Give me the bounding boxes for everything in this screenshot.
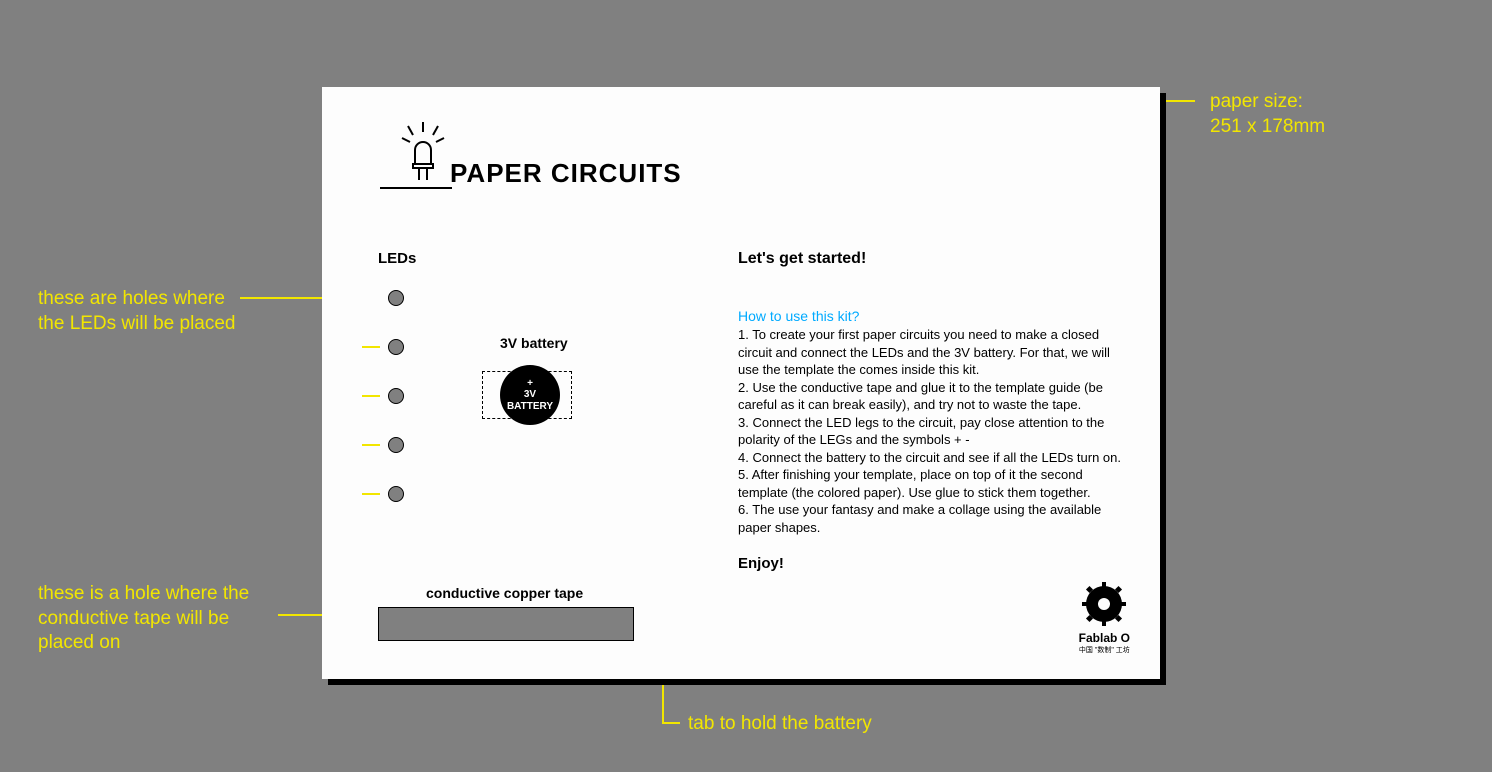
battery-3v: 3V (500, 389, 560, 401)
annotation-tape: these is a hole where the conductive tap… (38, 582, 278, 656)
callout-line-battery-h (662, 722, 680, 724)
annotation-tape-text: these is a hole where the conductive tap… (38, 583, 249, 653)
led-hole (388, 388, 404, 404)
instructions-column: Let's get started! How to use this kit? … (738, 250, 1128, 572)
battery-word: BATTERY (500, 401, 560, 413)
battery-label: 3V battery (500, 335, 568, 351)
led-tick (362, 444, 380, 446)
battery-circle: + 3V BATTERY (500, 365, 560, 425)
step-4: 4. Connect the battery to the circuit an… (738, 449, 1128, 467)
led-tick (362, 346, 380, 348)
annotation-leds: these are holes where the LEDs will be p… (38, 287, 238, 336)
led-hole (388, 339, 404, 355)
gear-icon (1082, 582, 1126, 626)
annotation-paper-size-line2: 251 x 178mm (1210, 115, 1410, 140)
annotation-paper-size: paper size: 251 x 178mm (1210, 90, 1410, 139)
instructions-heading: Let's get started! (738, 250, 1128, 268)
step-5: 5. After finishing your template, place … (738, 466, 1128, 501)
led-tick (362, 493, 380, 495)
led-hole (388, 290, 404, 306)
logo-name: Fablab O (1079, 631, 1130, 645)
led-tick (362, 395, 380, 397)
paper-card: PAPER CIRCUITS LEDs 3V battery + 3V BATT… (322, 87, 1160, 679)
step-3: 3. Connect the LED legs to the circuit, … (738, 414, 1128, 449)
led-icon (400, 122, 446, 180)
tape-slot (378, 607, 634, 641)
step-2: 2. Use the conductive tape and glue it t… (738, 379, 1128, 414)
annotation-paper-size-line1: paper size: (1210, 90, 1410, 115)
annotation-leds-text: these are holes where the LEDs will be p… (38, 288, 236, 334)
step-6: 6. The use your fantasy and make a colla… (738, 501, 1128, 536)
enjoy-label: Enjoy! (738, 555, 1128, 572)
battery-plus: + (500, 378, 560, 390)
led-hole (388, 437, 404, 453)
annotation-battery-tab: tab to hold the battery (688, 712, 872, 737)
led-hole (388, 486, 404, 502)
page-title: PAPER CIRCUITS (450, 158, 682, 189)
header-underline (380, 187, 452, 189)
howto-title: How to use this kit? (738, 308, 1128, 324)
logo-sub: 中国 "数制" 工坊 (1079, 645, 1130, 655)
leds-label: LEDs (378, 250, 416, 267)
fablab-logo: Fablab O 中国 "数制" 工坊 (1079, 582, 1130, 655)
annotation-battery-tab-text: tab to hold the battery (688, 713, 872, 734)
step-1: 1. To create your first paper circuits y… (738, 326, 1128, 379)
tape-label: conductive copper tape (426, 585, 583, 601)
